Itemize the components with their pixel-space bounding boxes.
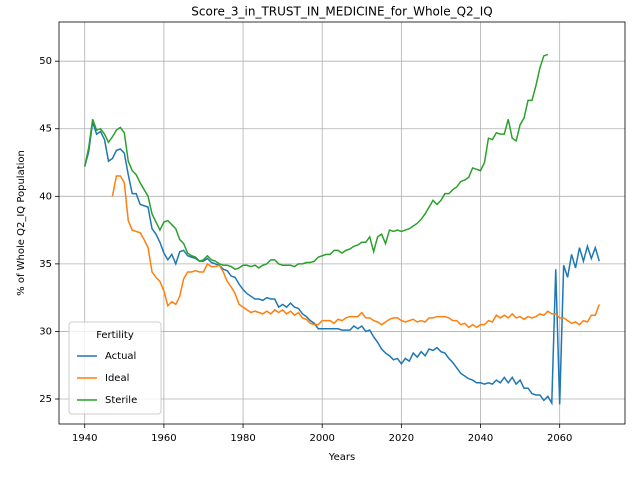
x-tick-label: 2040 (468, 433, 493, 444)
y-tick-label: 45 (39, 124, 52, 135)
legend-title: Fertility (96, 330, 134, 341)
legend-label: Sterile (105, 395, 137, 406)
x-tick-label: 1940 (72, 433, 97, 444)
x-axis-label: Years (328, 452, 355, 463)
y-axis-label: % of Whole Q2_IQ Population (16, 150, 27, 296)
data-line (111, 175, 600, 329)
plot-frame (58, 21, 626, 425)
legend-box (68, 321, 162, 415)
x-tick-label: 1980 (230, 433, 255, 444)
legend-label: Ideal (105, 373, 129, 384)
x-tick-label: 2060 (547, 433, 572, 444)
y-tick-label: 40 (39, 191, 52, 202)
y-tick-label: 30 (39, 326, 52, 337)
y-tick-label: 25 (39, 394, 52, 405)
y-tick-label: 35 (39, 259, 52, 270)
legend-label: Actual (105, 351, 136, 362)
x-tick-label: 2000 (309, 433, 334, 444)
x-tick-label: 1960 (151, 433, 176, 444)
data-line (84, 121, 600, 406)
y-tick-label: 50 (39, 56, 52, 67)
x-tick-label: 2020 (389, 433, 414, 444)
data-line (83, 53, 549, 271)
chart-title: Score_3_in_TRUST_IN_MEDICINE_for_Whole_Q… (191, 5, 492, 19)
